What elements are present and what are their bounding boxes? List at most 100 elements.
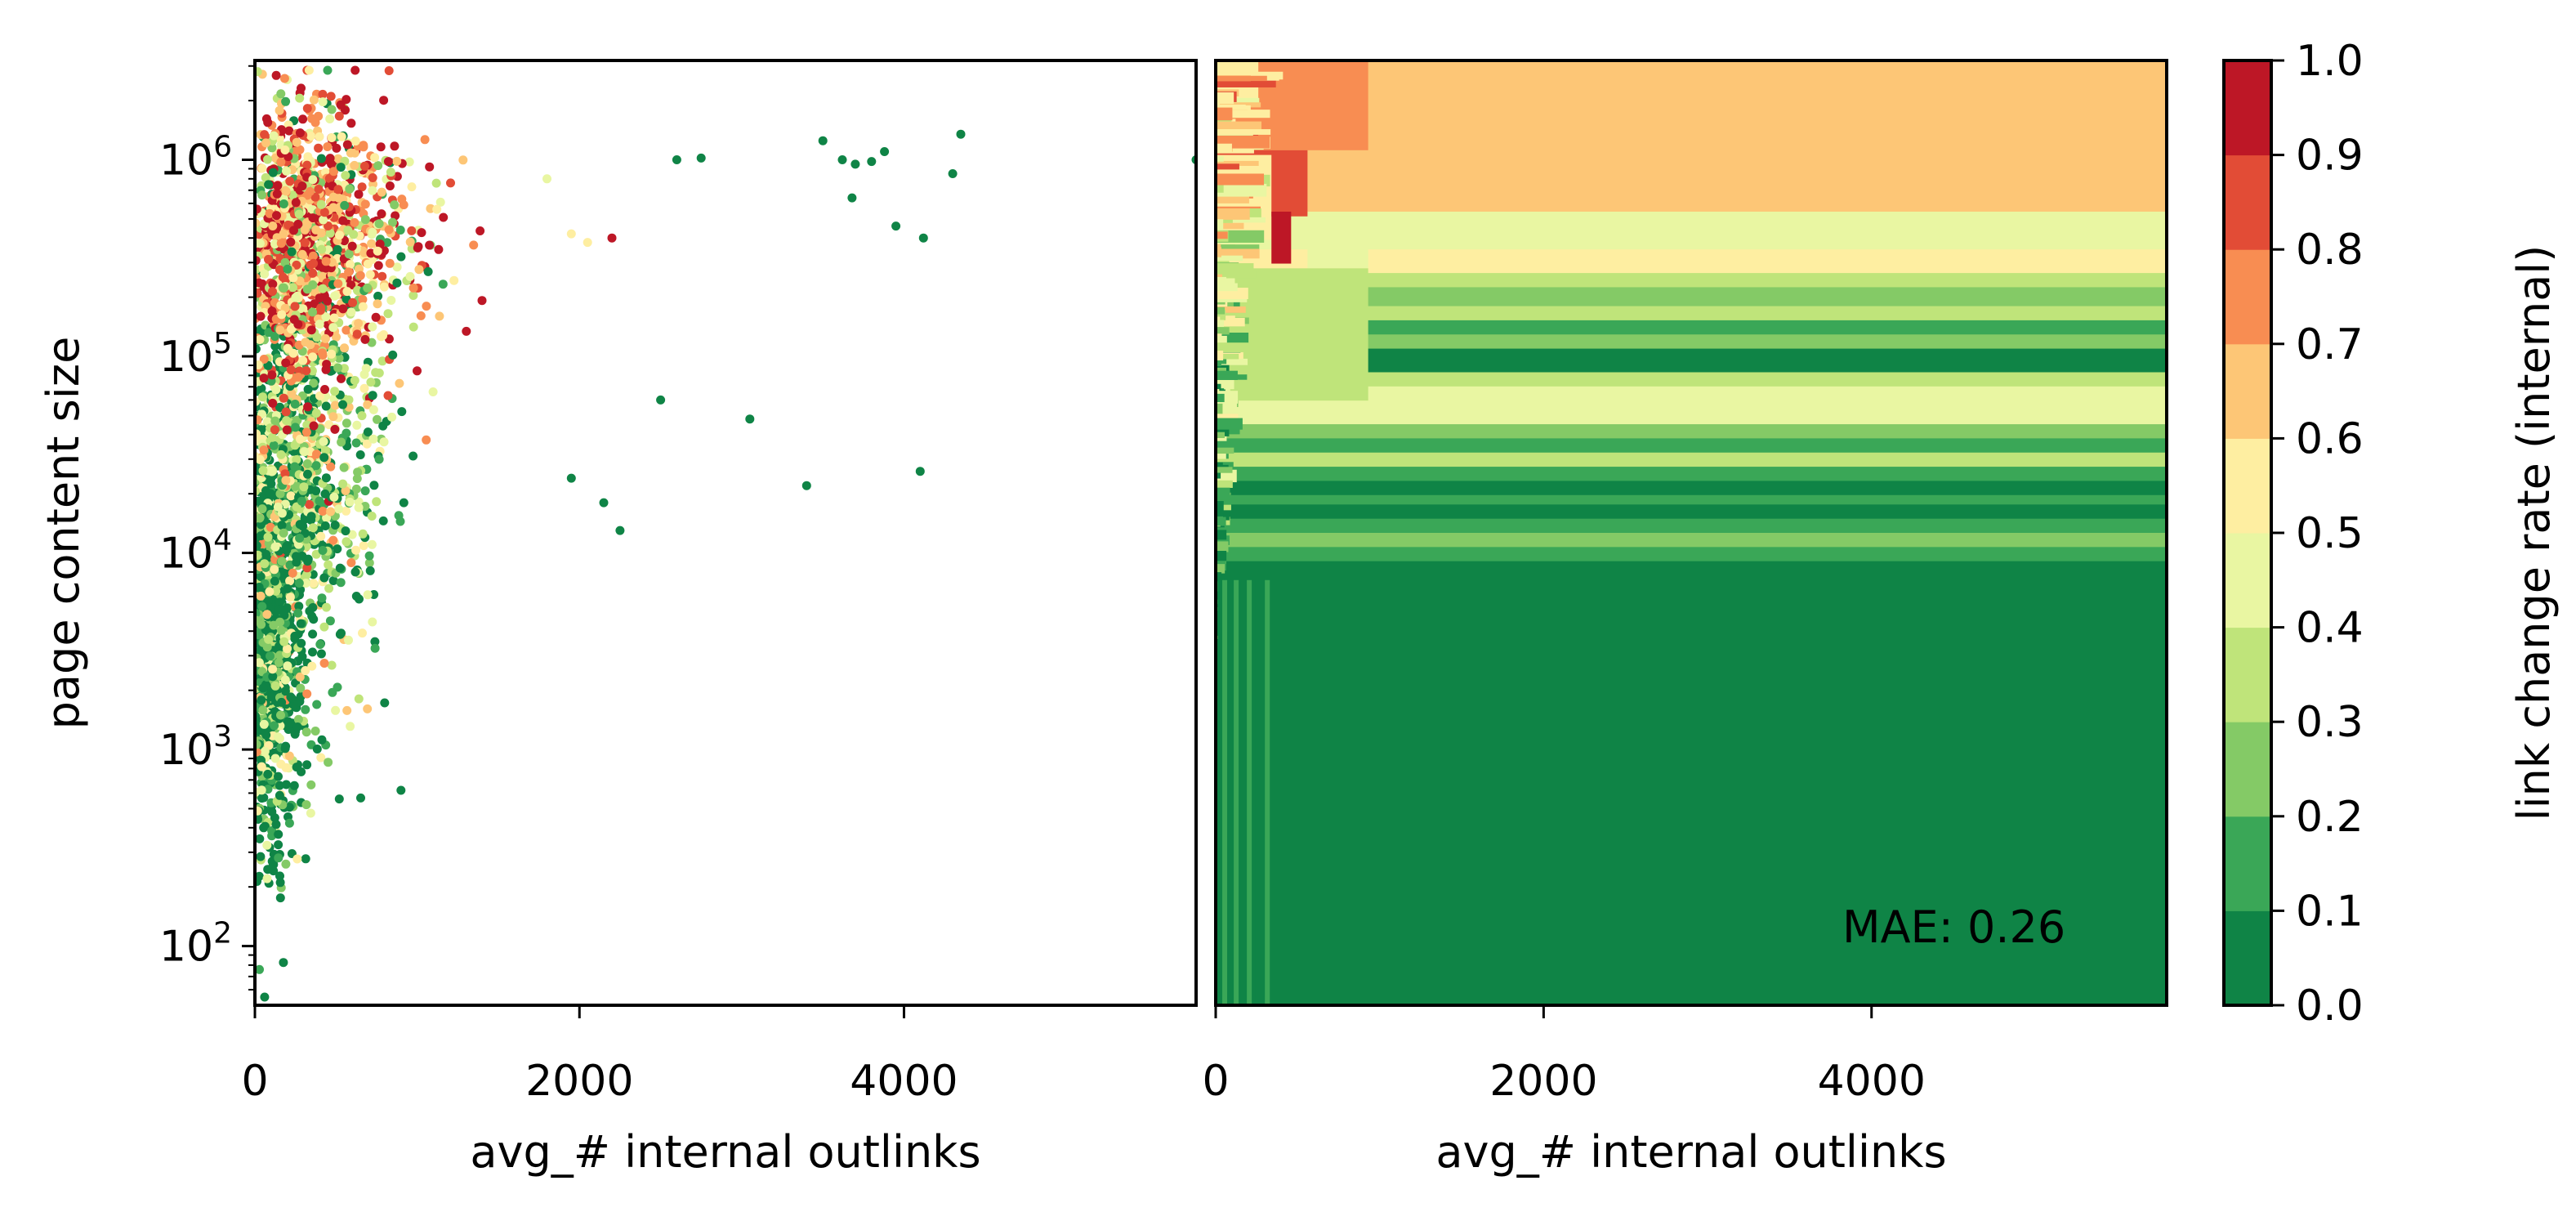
heatmap-cell bbox=[1216, 129, 1271, 135]
scatter-point bbox=[318, 89, 328, 99]
scatter-point bbox=[319, 622, 329, 632]
scatter-point bbox=[268, 664, 278, 674]
scatter-point bbox=[345, 184, 355, 194]
scatter-point bbox=[302, 160, 312, 170]
scatter-point bbox=[274, 830, 283, 839]
scatter-point bbox=[303, 152, 313, 162]
scatter-point bbox=[329, 167, 338, 177]
colorbar-tick-label: 0.6 bbox=[2296, 414, 2364, 463]
scatter-point bbox=[880, 147, 890, 156]
scatter-point bbox=[542, 174, 551, 184]
scatter-point bbox=[255, 278, 264, 288]
scatter-point bbox=[324, 560, 333, 570]
scatter-point bbox=[259, 355, 269, 364]
scatter-point bbox=[259, 445, 269, 455]
heatmap-band bbox=[1216, 438, 2167, 454]
scatter-point bbox=[265, 208, 275, 218]
heatmap-cell bbox=[1216, 487, 1230, 500]
scatter-point bbox=[344, 249, 354, 259]
scatter-point bbox=[309, 579, 319, 588]
heatmap-band bbox=[1216, 287, 2167, 307]
scatter-point bbox=[363, 427, 373, 437]
scatter-point bbox=[280, 145, 290, 154]
heatmap-cell bbox=[1216, 353, 1239, 360]
heatmap-band bbox=[1216, 60, 2167, 212]
scatter-point bbox=[280, 744, 290, 754]
scatter-point bbox=[275, 790, 284, 800]
scatter-point bbox=[276, 449, 286, 459]
scatter-point bbox=[376, 142, 386, 152]
scatter-point bbox=[289, 226, 298, 235]
heatmap-cell bbox=[1216, 535, 1230, 545]
scatter-point bbox=[330, 400, 340, 410]
scatter-point bbox=[321, 445, 330, 455]
heatmap-cell bbox=[1216, 195, 1249, 204]
scatter-point bbox=[287, 388, 297, 398]
scatter-point bbox=[458, 155, 468, 165]
scatter-point bbox=[315, 640, 325, 649]
scatter-y-ticks: 102 103 104 105 106 bbox=[159, 65, 255, 991]
scatter-point bbox=[337, 437, 346, 447]
colorbar-segment bbox=[2224, 627, 2271, 722]
scatter-point bbox=[270, 416, 280, 426]
scatter-point bbox=[287, 324, 297, 334]
scatter-point bbox=[383, 391, 393, 400]
scatter-point bbox=[294, 209, 304, 219]
scatter-point bbox=[255, 335, 265, 344]
scatter-point bbox=[301, 666, 310, 675]
scatter-point bbox=[281, 96, 291, 106]
scatter-point bbox=[321, 365, 331, 374]
heatmap-cell bbox=[1216, 110, 1270, 119]
heatmap-band bbox=[1216, 504, 2167, 520]
scatter-point bbox=[301, 579, 310, 588]
heatmap-cell bbox=[1240, 579, 1246, 1005]
scatter-point bbox=[312, 700, 322, 709]
scatter-point bbox=[290, 441, 300, 450]
scatter-point bbox=[331, 705, 341, 715]
heatmap-cell bbox=[1216, 107, 1233, 121]
heatmap-band bbox=[1216, 273, 2167, 288]
scatter-point bbox=[357, 182, 367, 192]
scatter-point bbox=[286, 692, 296, 702]
scatter-point bbox=[278, 283, 288, 293]
scatter-point bbox=[382, 238, 392, 248]
scatter-y-tick-label: 103 bbox=[159, 720, 232, 775]
scatter-point bbox=[350, 376, 359, 385]
scatter-point bbox=[269, 441, 279, 450]
scatter-point bbox=[350, 65, 360, 75]
scatter-point bbox=[388, 350, 398, 360]
scatter-point bbox=[408, 322, 418, 332]
scatter-point bbox=[270, 721, 279, 731]
scatter-point bbox=[308, 175, 318, 185]
colorbar-tick-label: 1.0 bbox=[2296, 37, 2364, 86]
scatter-point bbox=[258, 466, 268, 476]
scatter-point bbox=[291, 423, 300, 432]
scatter-point bbox=[368, 405, 378, 414]
scatter-point bbox=[286, 491, 296, 501]
scatter-point bbox=[301, 800, 311, 810]
scatter-point bbox=[368, 173, 377, 182]
scatter-point bbox=[283, 584, 292, 593]
scatter-point bbox=[315, 391, 324, 400]
scatter-point bbox=[319, 208, 329, 217]
scatter-point bbox=[303, 554, 313, 564]
scatter-point bbox=[438, 280, 448, 289]
heatmap-cell bbox=[1228, 579, 1234, 1005]
scatter-point bbox=[316, 753, 326, 763]
scatter-point bbox=[333, 185, 343, 195]
scatter-point bbox=[352, 329, 362, 339]
scatter-point bbox=[259, 719, 269, 729]
scatter-point bbox=[408, 291, 418, 300]
scatter-point bbox=[615, 526, 625, 535]
scatter-point bbox=[310, 287, 319, 297]
colorbar-tick-label: 0.1 bbox=[2296, 887, 2364, 936]
scatter-point bbox=[292, 722, 302, 731]
scatter-point bbox=[340, 343, 349, 353]
scatter-point bbox=[414, 265, 424, 275]
scatter-point bbox=[284, 751, 294, 761]
scatter-point bbox=[335, 629, 345, 639]
heatmap-panel: 0 2000 4000 MAE: 0.26 avg_# internal outli… bbox=[1202, 59, 2168, 1178]
scatter-point bbox=[330, 387, 340, 396]
heatmap-band bbox=[1216, 386, 2167, 401]
heatmap-cell bbox=[1216, 480, 1233, 488]
